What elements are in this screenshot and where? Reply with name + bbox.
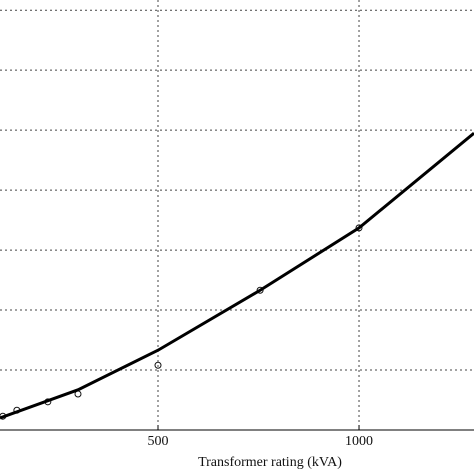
x-tick-label: 1000 bbox=[345, 434, 373, 449]
fit-line bbox=[0, 131, 474, 420]
x-axis-label: Transformer rating (kVA) bbox=[198, 455, 342, 470]
x-tick-label: 500 bbox=[148, 434, 169, 449]
data-point bbox=[154, 361, 162, 369]
data-point bbox=[256, 286, 264, 294]
data-point bbox=[355, 224, 363, 232]
